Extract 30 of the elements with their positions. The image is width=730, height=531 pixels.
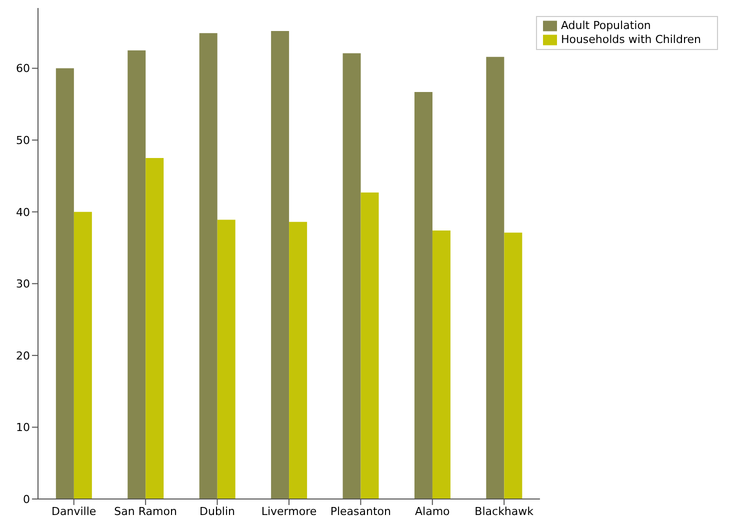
x-tick-label: San Ramon bbox=[114, 504, 177, 518]
y-tick-label: 30 bbox=[16, 278, 30, 291]
bar bbox=[289, 222, 308, 499]
bar bbox=[342, 53, 361, 499]
y-tick-label: 40 bbox=[16, 206, 30, 219]
bar bbox=[486, 56, 504, 499]
y-tick-label: 10 bbox=[16, 421, 30, 434]
x-tick-label: Livermore bbox=[261, 504, 317, 518]
y-tick-label: 0 bbox=[23, 492, 30, 506]
bar bbox=[360, 192, 379, 499]
y-tick-label: 20 bbox=[16, 349, 30, 362]
x-tick-label: Alamo bbox=[415, 504, 450, 518]
x-tick-label: Dublin bbox=[200, 504, 236, 518]
x-tick-label: Blackhawk bbox=[474, 504, 534, 518]
bar bbox=[74, 212, 92, 499]
bar bbox=[146, 158, 164, 499]
y-tick-label: 50 bbox=[16, 134, 30, 147]
x-tick-label: Pleasanton bbox=[330, 504, 392, 518]
bar bbox=[271, 30, 290, 499]
bar bbox=[414, 92, 432, 499]
bar bbox=[56, 68, 74, 499]
bar bbox=[504, 232, 522, 499]
y-tick-label: 60 bbox=[16, 62, 30, 76]
legend-label: Households with Children bbox=[560, 33, 701, 46]
bar bbox=[199, 33, 218, 499]
bar bbox=[432, 230, 450, 499]
bar bbox=[217, 220, 236, 499]
bar bbox=[128, 50, 146, 499]
legend-label: Adult Population bbox=[560, 19, 651, 32]
x-tick-label: Danville bbox=[52, 504, 96, 518]
